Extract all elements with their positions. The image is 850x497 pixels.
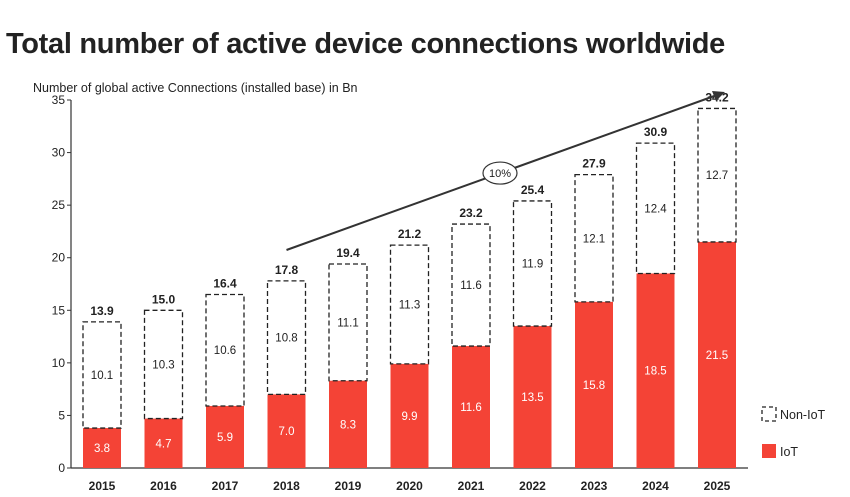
legend-iot-label: IoT xyxy=(780,445,798,459)
total-label: 16.4 xyxy=(213,277,237,291)
y-axis-label: Number of global active Connections (ins… xyxy=(33,81,358,95)
non-iot-bar xyxy=(205,293,245,407)
iot-value-label: 13.5 xyxy=(521,392,543,404)
total-label: 30.9 xyxy=(644,125,668,139)
iot-bar xyxy=(267,394,306,468)
non-iot-bar xyxy=(635,142,676,275)
iot-bar xyxy=(206,405,244,468)
iot-value-label: 7.0 xyxy=(279,426,295,438)
iot-bar xyxy=(513,326,552,468)
y-tick-label: 0 xyxy=(58,461,65,475)
cagr-label: 10% xyxy=(489,168,511,180)
y-tick-label: 20 xyxy=(52,251,66,265)
non-iot-bar xyxy=(451,223,491,347)
x-tick-label: 2025 xyxy=(704,479,731,493)
iot-bar xyxy=(329,380,367,468)
chart-title: Total number of active device connection… xyxy=(6,28,725,60)
legend-iot-swatch xyxy=(762,444,776,458)
non-iot-value-label: 10.8 xyxy=(275,333,297,345)
iot-bar xyxy=(575,301,613,468)
x-tick-label: 2023 xyxy=(581,479,608,493)
iot-value-label: 21.5 xyxy=(706,350,728,362)
legend-non-iot-swatch xyxy=(761,406,777,422)
non-iot-value-label: 10.1 xyxy=(91,370,113,382)
iot-value-label: 3.8 xyxy=(94,443,110,455)
non-iot-bar xyxy=(389,244,430,365)
non-iot-bar xyxy=(574,174,614,303)
non-iot-value-label: 11.9 xyxy=(522,259,544,271)
total-label: 17.8 xyxy=(275,263,299,277)
total-label: 21.2 xyxy=(398,227,422,241)
non-iot-value-label: 10.3 xyxy=(152,359,174,371)
y-tick-label: 35 xyxy=(52,93,66,107)
x-tick-label: 2021 xyxy=(458,479,485,493)
iot-bar xyxy=(390,363,429,468)
non-iot-bar xyxy=(328,263,368,382)
non-iot-bar xyxy=(143,309,184,420)
iot-value-label: 18.5 xyxy=(644,366,666,378)
y-tick-label: 25 xyxy=(52,198,66,212)
non-iot-value-label: 12.1 xyxy=(583,233,605,245)
x-tick-label: 2022 xyxy=(519,479,546,493)
cagr-bubble xyxy=(482,161,518,185)
non-iot-bar xyxy=(697,107,737,243)
total-label: 19.4 xyxy=(336,246,360,260)
x-tick-label: 2024 xyxy=(642,479,669,493)
iot-bar xyxy=(83,428,121,468)
y-tick-label: 30 xyxy=(52,146,66,160)
iot-bar xyxy=(144,418,183,468)
iot-value-label: 9.9 xyxy=(402,411,418,423)
iot-value-label: 4.7 xyxy=(156,438,172,450)
non-iot-bar xyxy=(512,200,553,327)
iot-value-label: 8.3 xyxy=(340,419,356,431)
x-tick-label: 2015 xyxy=(89,479,116,493)
non-iot-bar xyxy=(266,280,307,396)
total-label: 27.9 xyxy=(582,157,606,171)
iot-bar xyxy=(636,273,675,468)
total-label: 23.2 xyxy=(459,206,483,220)
non-iot-value-label: 10.6 xyxy=(214,345,236,357)
non-iot-value-label: 11.6 xyxy=(460,280,482,292)
x-tick-label: 2019 xyxy=(335,479,362,493)
y-tick-label: 5 xyxy=(58,408,65,422)
x-tick-label: 2016 xyxy=(150,479,177,493)
non-iot-value-label: 12.4 xyxy=(644,203,667,215)
iot-bar xyxy=(452,346,490,468)
iot-value-label: 15.8 xyxy=(583,380,605,392)
iot-value-label: 5.9 xyxy=(217,432,233,444)
y-tick-label: 10 xyxy=(52,356,66,370)
non-iot-bar xyxy=(82,321,122,429)
legend-non-iot-label: Non-IoT xyxy=(780,408,826,422)
arrow-head-icon xyxy=(712,91,725,101)
total-label: 15.0 xyxy=(152,292,176,306)
total-label: 13.9 xyxy=(90,304,114,318)
y-tick-label: 15 xyxy=(52,303,66,317)
x-tick-label: 2020 xyxy=(396,479,423,493)
x-tick-label: 2018 xyxy=(273,479,300,493)
non-iot-value-label: 12.7 xyxy=(706,170,728,182)
non-iot-value-label: 11.1 xyxy=(337,317,359,329)
total-label: 25.4 xyxy=(521,183,545,197)
non-iot-value-label: 11.3 xyxy=(399,300,421,312)
iot-value-label: 11.6 xyxy=(460,402,482,414)
x-tick-label: 2017 xyxy=(212,479,239,493)
iot-bar xyxy=(698,241,736,468)
